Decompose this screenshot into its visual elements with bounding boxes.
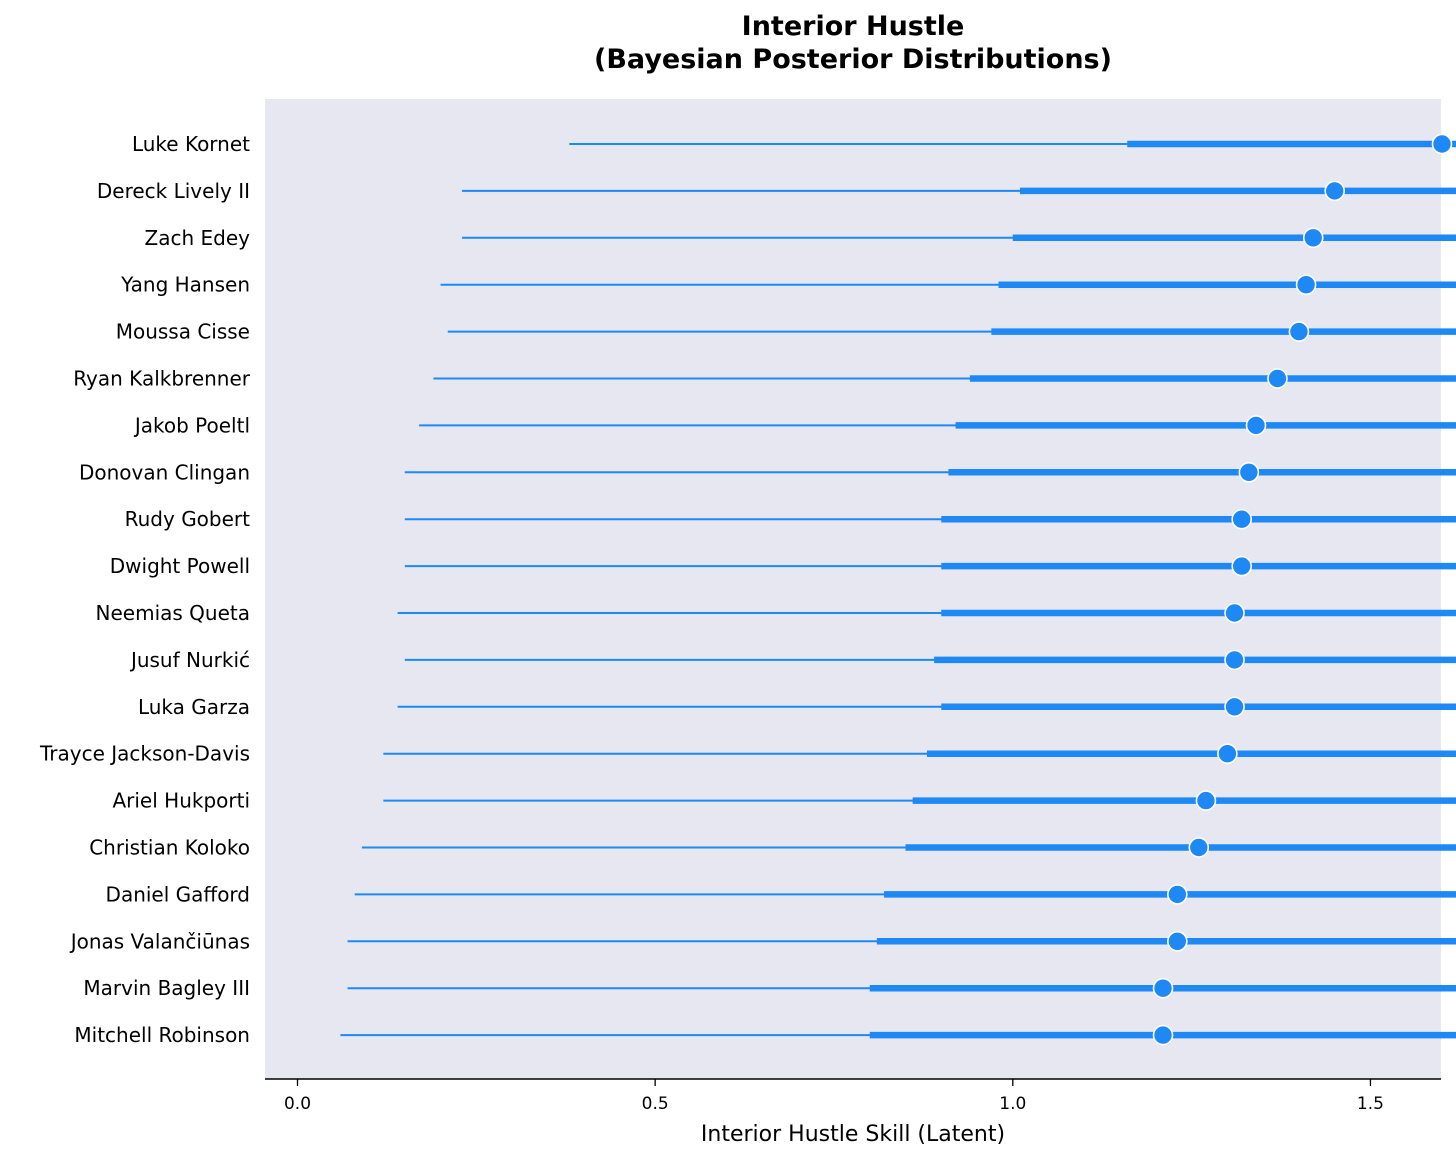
player-label: Dereck Lively II (97, 179, 250, 203)
mean-point (1245, 415, 1267, 436)
x-tick-label: 0.5 (642, 1094, 669, 1114)
x-tick-label: 1.0 (999, 1094, 1026, 1114)
x-tick-label: 0.0 (284, 1094, 311, 1114)
player-labels: Luke Kornet Dereck Lively II Zach Edey Yang… (39, 132, 251, 1047)
player-label: Jusuf Nurkić (129, 648, 250, 672)
player-interval (433, 368, 1456, 389)
mean-point (1238, 461, 1260, 483)
player-interval (347, 977, 1456, 999)
player-label: Mitchell Robinson (74, 1023, 250, 1047)
player-label: Marvin Bagley III (83, 976, 250, 1000)
player-label: Donovan Clingan (79, 460, 250, 484)
mean-point (1195, 790, 1217, 811)
mean-point (1231, 508, 1252, 530)
mean-point (1188, 837, 1210, 858)
player-interval (404, 555, 1456, 577)
player-interval (404, 461, 1456, 483)
mean-point (1167, 884, 1188, 905)
player-interval (447, 321, 1456, 342)
player-interval (462, 227, 1456, 249)
player-interval (419, 415, 1456, 436)
player-interval (383, 790, 1456, 811)
player-interval (361, 837, 1456, 858)
player-label: Daniel Gafford (106, 882, 250, 906)
mean-point (1231, 555, 1252, 577)
mean-point (1224, 696, 1245, 718)
player-interval (404, 508, 1456, 530)
player-label: Moussa Cisse (116, 320, 250, 344)
player-label: Zach Edey (145, 226, 251, 250)
mean-point (1217, 743, 1238, 765)
player-interval (404, 649, 1456, 671)
player-interval (440, 274, 1456, 296)
x-tick-label: 1.5 (1357, 1094, 1384, 1114)
player-label: Luka Garza (138, 695, 250, 719)
player-interval (340, 1024, 1456, 1046)
player-interval (397, 602, 1456, 624)
mean-point (1288, 321, 1310, 342)
mean-point (1152, 977, 1174, 999)
mean-point (1324, 180, 1345, 202)
player-label: Ariel Hukporti (112, 789, 250, 813)
mean-point (1152, 1024, 1174, 1046)
player-label: Yang Hansen (120, 273, 250, 297)
player-interval (383, 743, 1456, 765)
player-interval (354, 884, 1456, 905)
mean-point (1167, 930, 1188, 952)
player-label: Trayce Jackson-Davis (39, 742, 250, 766)
plot-area (265, 99, 1441, 1079)
mean-point (1295, 274, 1317, 296)
mean-point (1267, 368, 1288, 389)
player-label: Rudy Gobert (125, 507, 251, 531)
mean-point (1302, 227, 1324, 249)
player-interval (462, 180, 1456, 202)
mean-point (1224, 649, 1245, 671)
interval-marks (340, 133, 1456, 1046)
player-label: Neemias Queta (96, 601, 250, 625)
mean-point (1224, 602, 1245, 624)
player-interval (397, 696, 1456, 718)
player-label: Ryan Kalkbrenner (73, 367, 251, 391)
player-label: Dwight Powell (110, 554, 250, 578)
mean-point (1431, 133, 1453, 155)
player-label: Jakob Poeltl (133, 413, 250, 437)
player-interval (347, 930, 1456, 952)
player-label: Luke Kornet (132, 132, 250, 156)
chart-title: Interior Hustle (742, 11, 965, 42)
player-label: Christian Koloko (89, 836, 250, 860)
player-interval (569, 133, 1456, 155)
x-axis-ticks: 0.00.51.01.52.02.53.0 (284, 1079, 1384, 1114)
chart-subtitle: (Bayesian Posterior Distributions) (594, 44, 1112, 75)
player-label: Jonas Valančiūnas (69, 929, 250, 953)
x-axis-label: Interior Hustle Skill (Latent) (701, 1122, 1005, 1147)
